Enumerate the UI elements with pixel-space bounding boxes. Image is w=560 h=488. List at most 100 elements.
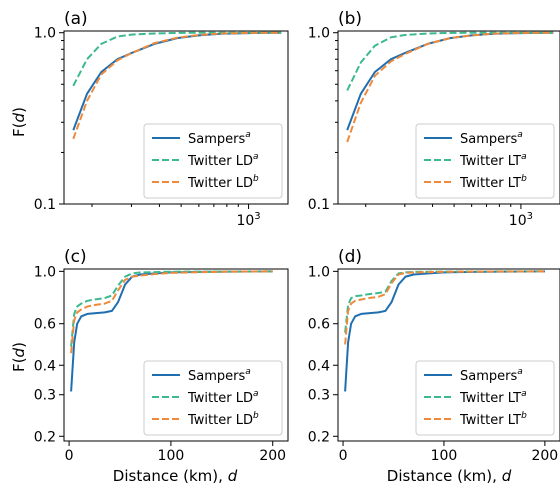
legend-name: Sampers	[188, 132, 245, 147]
ylabel-bottom-d: d	[10, 347, 28, 357]
y-tick-label: 1.0	[308, 26, 330, 42]
plot-frame	[337, 30, 560, 205]
y-tick-label: 0.3	[308, 388, 330, 404]
legend-superscript: b	[253, 411, 259, 421]
axis-titles: F(d) F(d) Distance (km), d Distance (km)…	[10, 107, 512, 485]
x-tick-label: 103	[509, 211, 533, 229]
legend-label-0: Sampersa	[188, 367, 251, 384]
legend-label-2: Twitter LTb	[459, 174, 527, 191]
series-line-2	[346, 31, 554, 143]
series-line-1	[344, 270, 545, 333]
legend-box	[415, 360, 555, 436]
panel-3: (d)0.20.30.40.61.00 100 200SampersaTwitter…	[308, 247, 560, 464]
legend-superscript: b	[521, 174, 527, 184]
series-line-1	[346, 31, 554, 91]
legend-name: Twitter LD	[187, 391, 253, 406]
y-tick-label: 0.6	[308, 317, 330, 333]
legend-name: Twitter LD	[187, 154, 253, 169]
legend-superscript: a	[521, 152, 527, 162]
legend-box	[143, 123, 283, 199]
legend-superscript: a	[245, 130, 251, 140]
y-tick-label: 0.1	[34, 197, 56, 213]
panel-label: (a)	[64, 9, 88, 29]
panel-label: (d)	[338, 247, 362, 267]
ylabel-top-close: )	[10, 107, 28, 113]
x-tick-label: 0	[339, 448, 348, 464]
legend-name: Twitter LT	[459, 413, 521, 428]
legend-name: Sampers	[460, 369, 517, 384]
legend-label-0: Sampersa	[188, 130, 251, 147]
plot-frame	[337, 268, 560, 442]
x-tick-label: 200	[531, 448, 558, 464]
xlabel-d-text: Distance (km),	[387, 467, 502, 485]
legend-label-0: Sampersa	[460, 367, 523, 384]
ylabel-top-f: F(	[10, 122, 28, 136]
legend-box	[143, 360, 283, 436]
legend-name: Twitter LT	[459, 154, 521, 169]
x-tick-label: 100	[431, 448, 458, 464]
x-tick-base: 10	[236, 213, 254, 229]
legend-superscript: a	[253, 152, 259, 162]
legend-name: Twitter LD	[187, 413, 253, 428]
x-tick-exponent: 3	[527, 211, 533, 222]
xlabel-d-d: d	[502, 467, 512, 485]
plot-frame	[63, 30, 289, 205]
legend-superscript: a	[517, 130, 523, 140]
y-tick-label: 0.1	[308, 197, 330, 213]
legend-box	[415, 123, 555, 199]
legend-label-1: Twitter LDa	[187, 152, 258, 169]
legend-label-0: Sampersa	[460, 130, 523, 147]
legend-superscript: a	[517, 367, 523, 377]
series-line-2	[70, 270, 273, 354]
ylabel-bottom-close: )	[10, 342, 28, 348]
y-tick-label: 0.2	[308, 429, 330, 445]
series-line-0	[72, 31, 282, 131]
plot-frame	[63, 268, 289, 442]
legend-label-1: Twitter LTa	[459, 152, 527, 169]
xlabel-d: Distance (km), d	[387, 467, 512, 485]
ylabel-top: F(d)	[10, 107, 28, 137]
legend-label-2: Twitter LDb	[187, 174, 259, 191]
y-tick-label: 1.0	[34, 26, 56, 42]
y-tick-label: 0.6	[34, 317, 56, 333]
x-tick-label: 100	[158, 448, 185, 464]
series-line-2	[344, 270, 545, 345]
x-tick-label: 0	[65, 448, 74, 464]
legend-superscript: b	[253, 174, 259, 184]
legend-label-2: Twitter LDb	[187, 411, 259, 428]
ylabel-top-d: d	[10, 112, 28, 122]
x-tick-label: 103	[236, 211, 260, 229]
series-line-0	[346, 31, 554, 131]
legend-superscript: a	[245, 367, 251, 377]
y-tick-label: 0.4	[308, 358, 330, 374]
legend-label-1: Twitter LTa	[459, 389, 527, 406]
y-tick-label: 1.0	[34, 264, 56, 280]
xlabel-c-d: d	[228, 467, 238, 485]
series-line-1	[70, 270, 273, 347]
legend-superscript: b	[521, 411, 527, 421]
y-tick-label: 0.3	[34, 388, 56, 404]
y-tick-label: 0.4	[34, 358, 56, 374]
legend-name: Sampers	[188, 369, 245, 384]
series-line-1	[72, 31, 282, 87]
panel-2: (c)0.20.30.40.61.00 100 200SampersaTwitter…	[34, 247, 289, 464]
series-line-2	[72, 31, 282, 140]
legend-superscript: a	[521, 389, 527, 399]
series-line-0	[344, 270, 545, 392]
ylabel-bottom: F(d)	[10, 342, 28, 372]
x-tick-base: 10	[509, 213, 527, 229]
ylabel-bottom-f: F(	[10, 357, 28, 371]
x-tick-exponent: 3	[254, 211, 260, 222]
xlabel-c-text: Distance (km),	[113, 467, 228, 485]
legend-label-2: Twitter LTb	[459, 411, 527, 428]
legend-name: Twitter LT	[459, 391, 521, 406]
legend-label-1: Twitter LDa	[187, 389, 258, 406]
legend-name: Twitter LD	[187, 176, 253, 191]
